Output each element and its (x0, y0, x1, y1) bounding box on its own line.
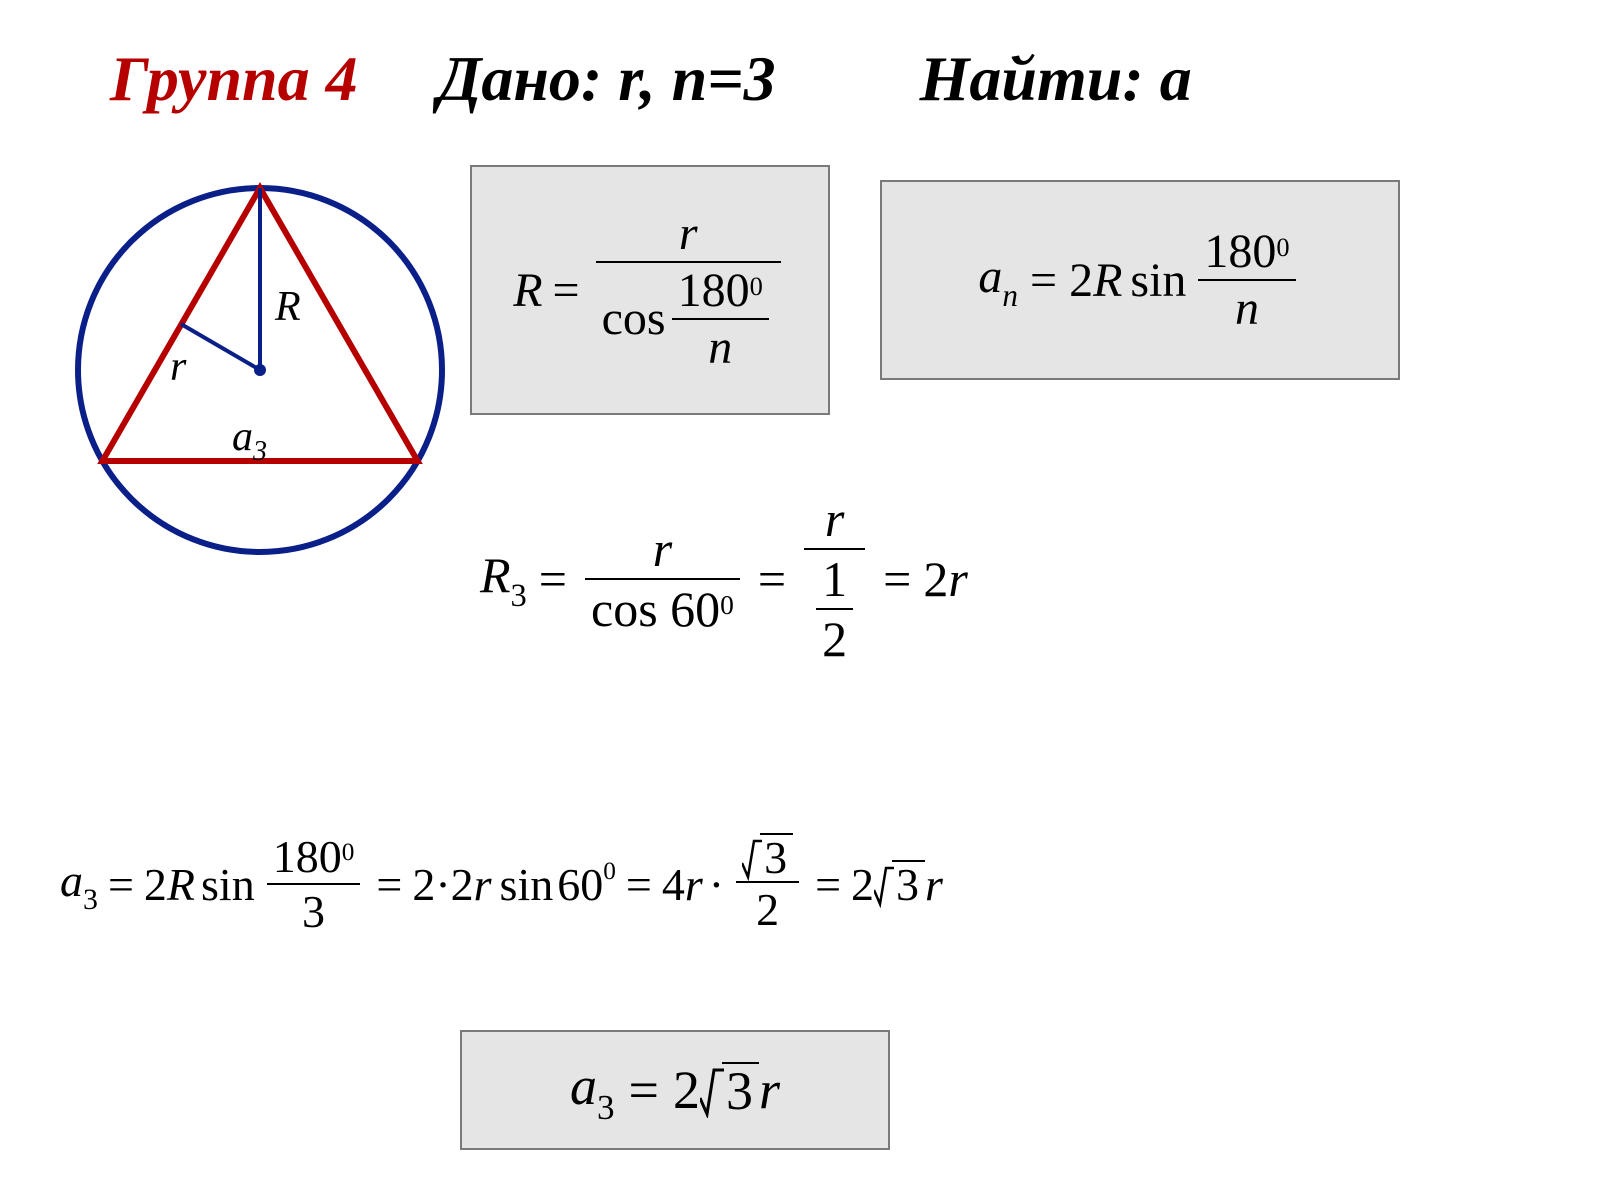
b1-R: R (513, 263, 542, 318)
heading-find: Найти: а (920, 43, 1192, 114)
formula-box-result: a3 = 2 3 r (460, 1030, 890, 1150)
heading-given: Дано: r, n=3 (438, 43, 776, 114)
b2-sin: sin (1130, 253, 1186, 308)
b1-den: cos 1800 n (596, 263, 781, 375)
label-r: r (170, 344, 187, 390)
derivation-a3: a3 = 2 R sin 1800 3 = 2·2 r sin 600 = 4 … (60, 830, 943, 938)
b2-eq: = (1030, 253, 1057, 308)
heading-group: Группа 4 (110, 43, 358, 114)
b1-frac: r cos 1800 n (596, 206, 781, 375)
geometry-diagram: R r a3 (60, 160, 460, 585)
apothem-line (181, 324, 260, 370)
formula-box-an: an = 2 R sin 1800 n (880, 180, 1400, 380)
b2-a: an (978, 249, 1018, 311)
b2-2: 2 (1069, 253, 1093, 308)
b2-frac: 1800 n (1198, 224, 1295, 336)
formula-box-R: R = r cos 1800 n (470, 165, 830, 415)
derivation-R3: R3 = r cos 600 = r 1 2 = 2r (480, 490, 968, 668)
heading: Группа 4 Дано: r, n=3 Найти: а (110, 42, 1192, 116)
b1-eq: = (553, 263, 580, 318)
b1-num: r (673, 206, 704, 261)
diagram-svg: R r a3 (60, 160, 460, 580)
label-a3: a3 (232, 414, 267, 467)
label-R: R (274, 284, 301, 330)
b2-R: R (1093, 253, 1122, 308)
